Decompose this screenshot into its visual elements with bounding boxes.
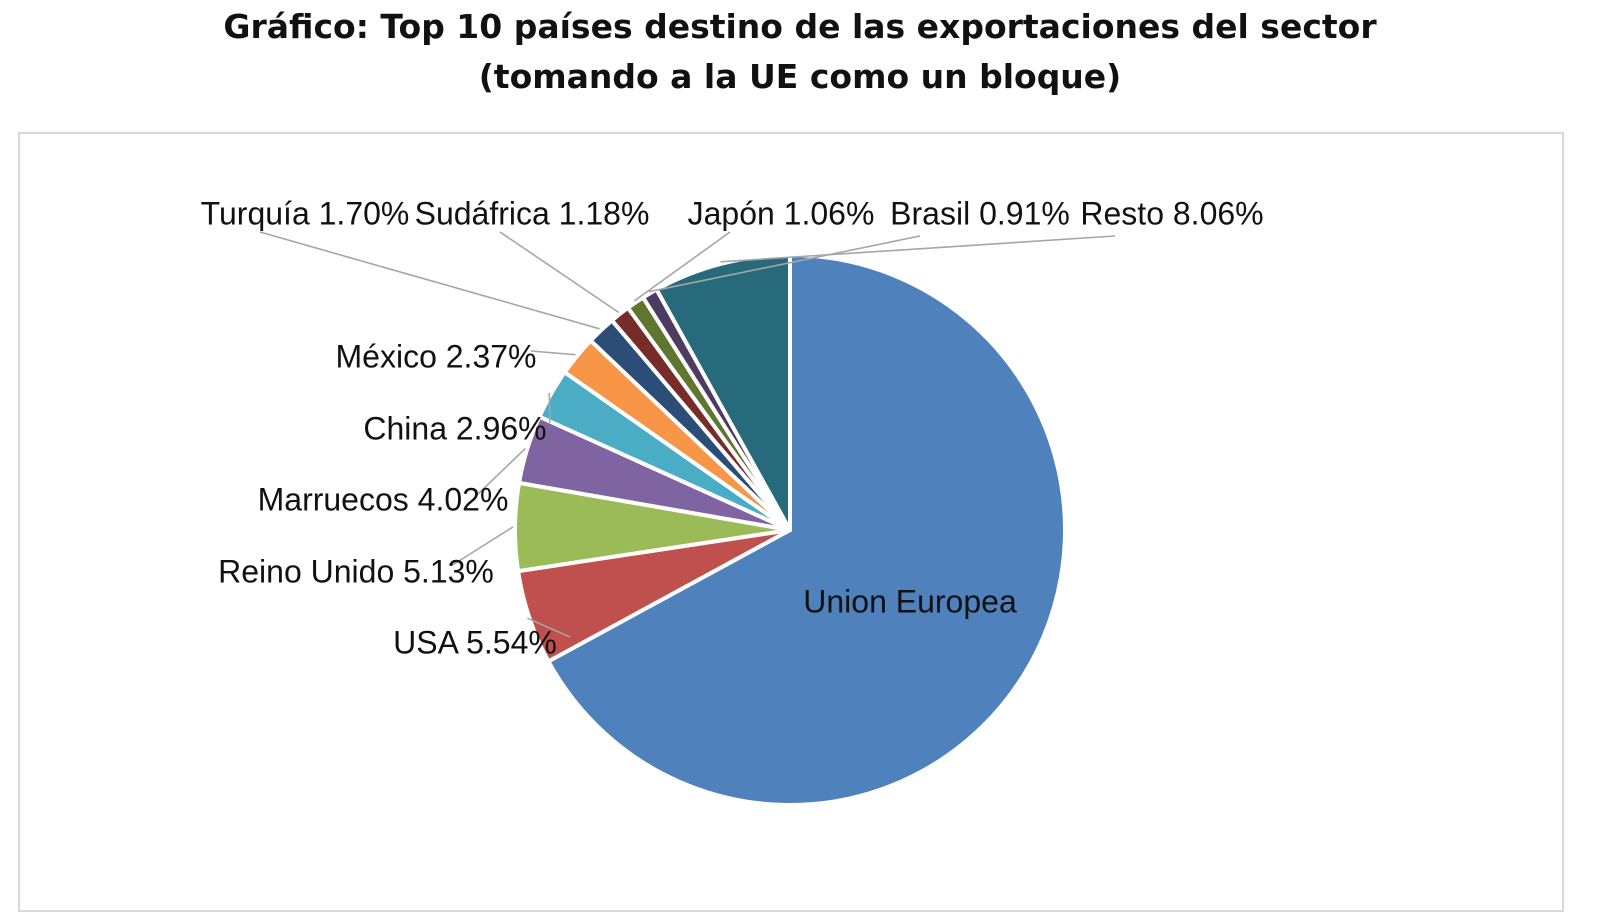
leader-line-resto [720, 235, 1116, 263]
leader-line-sudáfrica [499, 231, 620, 314]
data-label-china: China 2.96% [363, 410, 546, 446]
leader-line-japón [633, 231, 731, 302]
pie-slice-resto [654, 253, 792, 532]
leader-line-turquía [259, 231, 600, 330]
data-label-japón: Japón 1.06% [688, 195, 875, 231]
chart-title-line-2: (tomando a la UE como un bloque) [478, 57, 1122, 96]
pie-slices [513, 253, 1067, 807]
data-label-resto: Resto 8.06% [1080, 195, 1263, 231]
leader-line-usa [527, 617, 571, 638]
pie-slice-union-europea [546, 253, 1067, 807]
leader-line-china [548, 392, 551, 424]
data-label-méxico: México 2.37% [336, 338, 537, 374]
leader-lines [259, 231, 1116, 638]
leader-line-reino-unido [450, 526, 514, 567]
chart-title-line-1: Gráfico: Top 10 países destino de las ex… [223, 7, 1377, 46]
leader-line-brasil [648, 235, 921, 293]
data-labels: Union Europea USA 5.54% Reino Unido 5.13% M… [201, 195, 1264, 660]
data-label-turquía: Turquía 1.70% [201, 195, 410, 231]
chart-title: Gráfico: Top 10 países destino de las ex… [0, 0, 1600, 102]
data-label-union-europea: Union Europea [803, 583, 1017, 619]
data-label-sudáfrica: Sudáfrica 1.18% [415, 195, 650, 231]
data-label-marruecos: Marruecos 4.02% [258, 481, 509, 517]
leader-line-marruecos [477, 447, 526, 495]
data-label-reino-unido: Reino Unido 5.13% [218, 553, 494, 589]
data-label-brasil: Brasil 0.91% [890, 195, 1070, 231]
leader-line-méxico [530, 350, 576, 356]
data-label-usa: USA 5.54% [393, 624, 557, 660]
